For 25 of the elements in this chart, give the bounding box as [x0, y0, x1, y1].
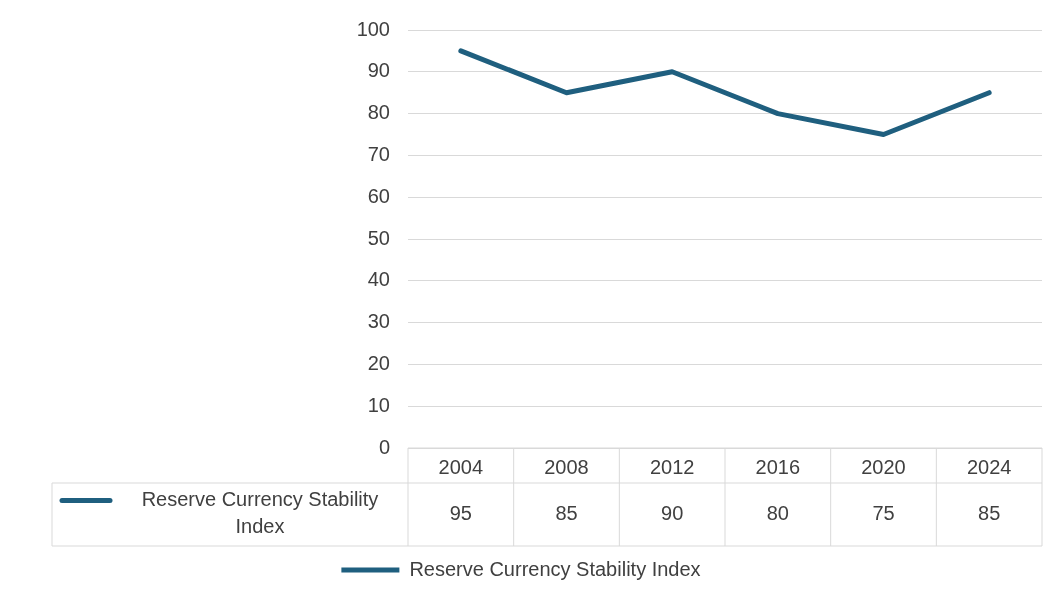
- y-tick-label: 70: [367, 142, 390, 165]
- x-tick-label: 2020: [861, 455, 906, 478]
- data-label: 80: [766, 502, 789, 525]
- data-label: 90: [661, 502, 684, 525]
- x-tick-label: 2012: [649, 455, 695, 478]
- y-tick-label: 80: [367, 101, 390, 124]
- x-tick-label: 2004: [438, 455, 484, 478]
- y-tick-label: 50: [367, 226, 390, 249]
- x-tick-label: 2016: [755, 455, 801, 478]
- y-tick-label: 0: [378, 435, 390, 458]
- data-label: 95: [449, 502, 472, 525]
- y-tick-label: 30: [367, 310, 390, 333]
- data-label: 75: [872, 502, 895, 525]
- y-tick-label: 20: [367, 351, 390, 374]
- data-label: 85: [555, 502, 578, 525]
- y-tick-label: 100: [356, 17, 390, 40]
- text: Reserve Currency Stability Index: [409, 557, 701, 580]
- x-tick-label: 2008: [544, 455, 589, 478]
- y-tick-label: 10: [367, 393, 390, 416]
- y-tick-label: 60: [367, 184, 390, 207]
- data-label: 85: [978, 502, 1001, 525]
- x-tick-label: 2024: [966, 455, 1012, 478]
- y-tick-label: 90: [367, 59, 390, 82]
- legend-label: Reserve Currency Stability Index: [141, 488, 379, 538]
- y-tick-label: 40: [367, 268, 390, 291]
